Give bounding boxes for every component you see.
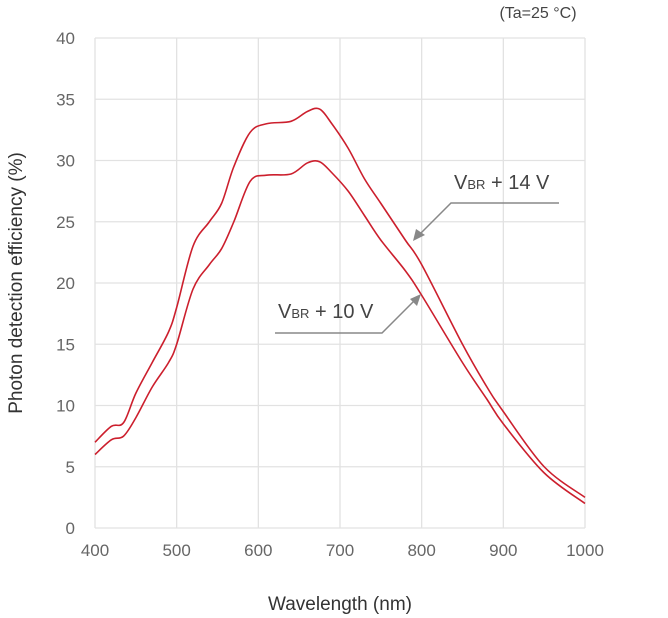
- annotation-vbr-14v: VBR + 14 V: [413, 172, 559, 241]
- y-axis-label: Photon detection efficiency (%): [6, 152, 27, 414]
- leader-line-10v: [275, 298, 417, 334]
- tick-labels: 400 500 600 700 800 900 1000 0 5 10 15 20 25 30 35 40: [56, 29, 604, 560]
- y-tick-label: 35: [56, 90, 75, 109]
- y-tick-label: 0: [66, 519, 75, 538]
- series-line-vbr-14v: [94, 107, 586, 499]
- x-tick-label: 900: [489, 541, 517, 560]
- y-tick-label: 10: [56, 397, 75, 416]
- arrow-head-14v: [413, 229, 425, 241]
- series-line-vbr-10v: [94, 160, 586, 505]
- x-axis-label: Wavelength (nm): [268, 594, 412, 615]
- condition-note: (Ta=25 °C): [499, 5, 576, 22]
- y-tick-label: 5: [66, 458, 75, 477]
- y-tick-label: 40: [56, 29, 75, 48]
- x-tick-label: 1000: [566, 541, 604, 560]
- series-lines: [94, 107, 586, 505]
- y-tick-label: 30: [56, 152, 75, 171]
- x-tick-label: 600: [244, 541, 272, 560]
- annotation-label-10v: VBR + 10 V: [278, 301, 374, 323]
- leader-line-14v: [417, 202, 559, 237]
- x-tick-label: 500: [162, 541, 190, 560]
- y-tick-label: 25: [56, 213, 75, 232]
- y-tick-label: 20: [56, 274, 75, 293]
- x-tick-label: 400: [81, 541, 109, 560]
- x-tick-label: 700: [326, 541, 354, 560]
- annotation-vbr-10v: VBR + 10 V: [275, 294, 421, 334]
- annotation-label-14v: VBR + 14 V: [454, 172, 550, 194]
- x-tick-label: 800: [407, 541, 435, 560]
- arrow-head-10v: [410, 294, 421, 306]
- y-tick-label: 15: [56, 335, 75, 354]
- grid: [94, 37, 586, 529]
